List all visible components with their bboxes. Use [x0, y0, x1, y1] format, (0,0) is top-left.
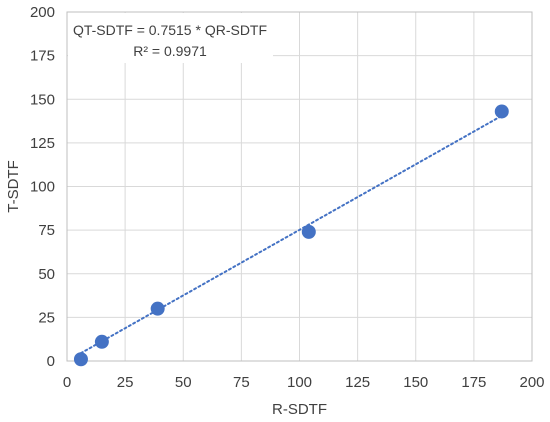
- x-tick-label: 100: [287, 374, 312, 391]
- y-tick-label: 75: [38, 222, 55, 239]
- y-tick-label: 100: [30, 179, 55, 196]
- x-tick-label: 75: [233, 374, 250, 391]
- data-point: [73, 352, 88, 367]
- data-point: [150, 301, 165, 316]
- trendline-group: [79, 114, 503, 355]
- x-tick-label: 175: [461, 374, 486, 391]
- equation-box: [68, 13, 273, 63]
- x-tick-label: 125: [345, 374, 370, 391]
- x-tick-label: 200: [519, 374, 544, 391]
- equation-label: QT-SDTF = 0.7515 * QR-SDTF: [73, 22, 267, 38]
- data-point: [494, 104, 509, 119]
- x-tick-label: 0: [63, 374, 71, 391]
- y-tick-label: 175: [30, 48, 55, 65]
- trendline: [79, 114, 503, 355]
- x-axis-title: R-SDTF: [272, 401, 327, 418]
- x-tick-label: 150: [403, 374, 428, 391]
- data-points: [73, 104, 509, 367]
- x-tick-label: 50: [175, 374, 192, 391]
- y-tick-label: 125: [30, 135, 55, 152]
- x-tick-label: 25: [117, 374, 134, 391]
- y-tick-label: 50: [38, 266, 55, 283]
- grid-lines: [66, 11, 533, 362]
- y-tick-label: 200: [30, 4, 55, 21]
- x-axis-ticks: 0 25 50 75 100 125 150 175 200: [63, 374, 545, 391]
- y-tick-label: 0: [47, 353, 55, 370]
- y-tick-label: 25: [38, 309, 55, 326]
- y-axis-ticks: 0 25 50 75 100 125 150 175 200: [30, 4, 55, 370]
- r-squared-label: R² = 0.9971: [133, 43, 207, 59]
- data-point: [94, 334, 109, 349]
- plot-area: [66, 11, 533, 362]
- data-point: [301, 224, 316, 239]
- y-axis-title: T-SDTF: [5, 160, 22, 213]
- y-tick-label: 150: [30, 91, 55, 108]
